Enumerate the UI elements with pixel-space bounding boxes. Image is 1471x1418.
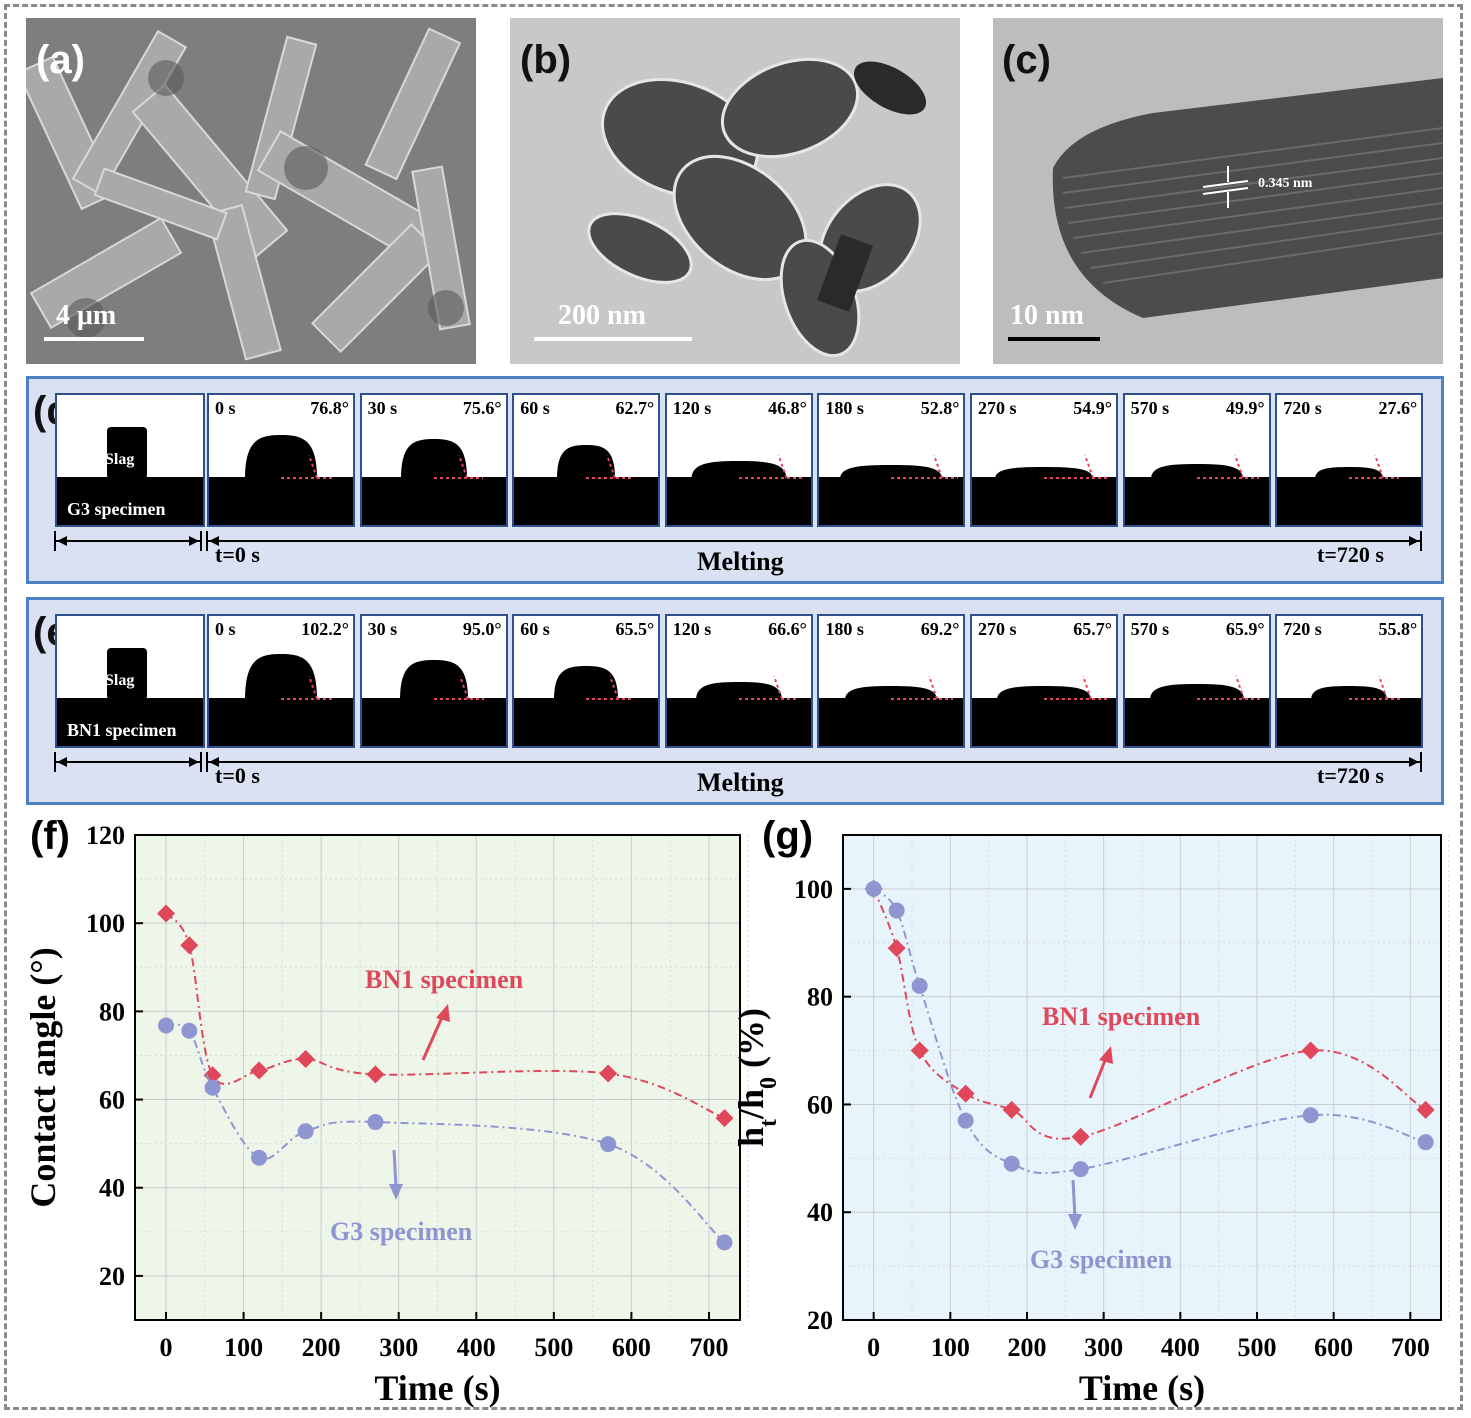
melting-frame: 120 s 66.6° xyxy=(664,614,813,748)
frame-contact-angle: 95.0° xyxy=(462,619,502,639)
melting-frame: 570 s 49.9° xyxy=(1122,393,1271,527)
frame-contact-angle: 76.8° xyxy=(310,398,349,418)
frame-contact-angle: 102.2° xyxy=(301,619,349,639)
scale-bar-b xyxy=(534,337,692,341)
melting-frame: 180 s 52.8° xyxy=(817,393,966,527)
frame-contact-angle: 49.9° xyxy=(1225,398,1265,418)
frame-time: 180 s xyxy=(825,398,864,418)
frame-time: 0 s xyxy=(215,619,236,639)
melting-frame: 720 s 27.6° xyxy=(1275,393,1424,527)
frame-time: 120 s xyxy=(672,619,712,639)
frame-contact-angle: 52.8° xyxy=(920,398,960,418)
frame-time: 570 s xyxy=(1130,619,1170,639)
melting-frame: 270 s 65.7° xyxy=(970,614,1118,748)
melting-label: Melting xyxy=(697,547,784,576)
frame-time: 30 s xyxy=(367,398,398,418)
frame-time: 270 s xyxy=(978,619,1017,639)
melting-frame: 60 s 62.7° xyxy=(512,393,661,527)
scale-bar-c xyxy=(1008,337,1100,341)
frame-contact-angle: 62.7° xyxy=(615,398,655,418)
tem-image xyxy=(510,18,960,364)
specimen-label: BN1 specimen xyxy=(67,720,177,740)
frame-contact-angle: 65.7° xyxy=(1073,619,1112,639)
melting-frame: 720 s 55.8° xyxy=(1275,614,1424,748)
scale-label-c: 10 nm xyxy=(1010,300,1084,331)
frame-contact-angle: 65.5° xyxy=(615,619,655,639)
melting-frame: 0 s 102.2° xyxy=(207,614,355,748)
melting-frame: 30 s 75.6° xyxy=(359,393,508,527)
timeline-start: t=0 s xyxy=(215,763,260,788)
frame-contact-angle: 27.6° xyxy=(1378,398,1418,418)
frame-time: 180 s xyxy=(825,619,864,639)
panel-label-c: (c) xyxy=(1002,38,1051,82)
figure-frame xyxy=(4,4,1463,1410)
slag-label: Slag xyxy=(105,451,135,468)
melting-frame: 60 s 65.5° xyxy=(512,614,661,748)
specimen-label: G3 specimen xyxy=(67,499,166,519)
sem-image xyxy=(26,18,476,364)
melting-frame: 180 s 69.2° xyxy=(817,614,966,748)
timeline-start: t=0 s xyxy=(215,542,260,567)
sem-image-panel-a xyxy=(26,18,476,364)
frame-time: 570 s xyxy=(1130,398,1170,418)
melting-frame: 30 s 95.0° xyxy=(359,614,508,748)
frame-time: 270 s xyxy=(978,398,1017,418)
frame-time: 120 s xyxy=(672,398,712,418)
frame-contact-angle: 65.9° xyxy=(1225,619,1265,639)
scale-bar-a xyxy=(44,337,144,341)
frame-contact-angle: 66.6° xyxy=(768,619,807,639)
melting-frame: 0 s 76.8° xyxy=(207,393,355,527)
timeline-arrows xyxy=(54,752,1422,772)
slag-label: Slag xyxy=(105,672,135,689)
lattice-spacing-label: 0.345 nm xyxy=(1258,176,1313,191)
frame-time: 0 s xyxy=(215,398,236,418)
melting-label: Melting xyxy=(697,768,784,797)
timeline-end: t=720 s xyxy=(1317,763,1384,788)
timeline-end: t=720 s xyxy=(1317,542,1384,567)
melting-frame: 120 s 46.8° xyxy=(664,393,813,527)
hrtem-image-panel-c xyxy=(993,18,1443,364)
panel-label-b: (b) xyxy=(520,38,572,82)
frame-contact-angle: 55.8° xyxy=(1378,619,1418,639)
frame-time: 720 s xyxy=(1283,619,1322,639)
frame-contact-angle: 46.8° xyxy=(768,398,807,418)
frame-time: 30 s xyxy=(367,619,398,639)
scale-label-b: 200 nm xyxy=(558,300,646,331)
initial-slag-frame: Slag BN1 specimen xyxy=(55,614,205,748)
frame-time: 720 s xyxy=(1283,398,1322,418)
timeline-arrows xyxy=(54,531,1422,551)
scale-label-a: 4 μm xyxy=(56,300,117,331)
frame-time: 60 s xyxy=(520,619,550,639)
melting-frame: 270 s 54.9° xyxy=(970,393,1118,527)
melting-frame: 570 s 65.9° xyxy=(1122,614,1271,748)
frame-contact-angle: 54.9° xyxy=(1073,398,1112,418)
hrtem-image xyxy=(993,18,1443,364)
initial-slag-frame: Slag G3 specimen xyxy=(55,393,205,527)
frame-contact-angle: 69.2° xyxy=(920,619,960,639)
frame-contact-angle: 75.6° xyxy=(462,398,502,418)
panel-label-a: (a) xyxy=(36,38,85,82)
frame-time: 60 s xyxy=(520,398,550,418)
tem-image-panel-b xyxy=(510,18,960,364)
